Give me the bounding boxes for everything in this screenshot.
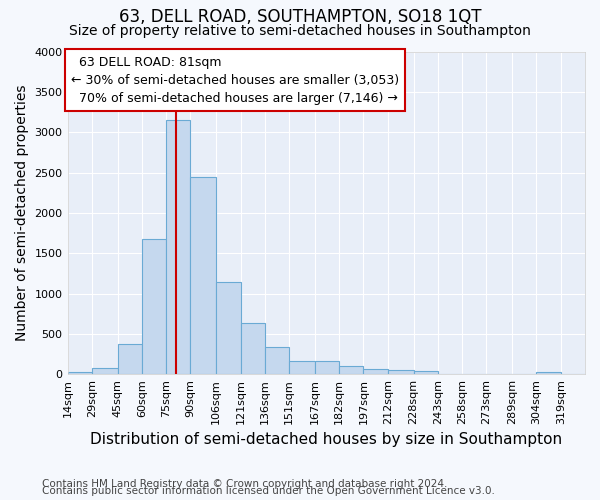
Bar <box>217 282 241 374</box>
Text: Contains public sector information licensed under the Open Government Licence v3: Contains public sector information licen… <box>42 486 495 496</box>
Bar <box>315 362 339 374</box>
Bar <box>166 120 190 374</box>
Bar <box>118 344 142 374</box>
Bar <box>536 372 561 374</box>
Text: Size of property relative to semi-detached houses in Southampton: Size of property relative to semi-detach… <box>69 24 531 38</box>
Bar <box>92 368 118 374</box>
Bar <box>265 347 289 374</box>
Bar <box>241 324 265 374</box>
Bar <box>289 362 315 374</box>
Bar <box>190 176 217 374</box>
Bar <box>68 372 92 374</box>
Bar <box>142 240 166 374</box>
X-axis label: Distribution of semi-detached houses by size in Southampton: Distribution of semi-detached houses by … <box>90 432 562 448</box>
Bar <box>339 366 364 374</box>
Text: 63, DELL ROAD, SOUTHAMPTON, SO18 1QT: 63, DELL ROAD, SOUTHAMPTON, SO18 1QT <box>119 8 481 26</box>
Text: Contains HM Land Registry data © Crown copyright and database right 2024.: Contains HM Land Registry data © Crown c… <box>42 479 448 489</box>
Text: 63 DELL ROAD: 81sqm
← 30% of semi-detached houses are smaller (3,053)
  70% of s: 63 DELL ROAD: 81sqm ← 30% of semi-detach… <box>71 56 399 104</box>
Bar <box>388 370 413 374</box>
Y-axis label: Number of semi-detached properties: Number of semi-detached properties <box>15 84 29 341</box>
Bar <box>413 372 438 374</box>
Bar <box>364 370 388 374</box>
